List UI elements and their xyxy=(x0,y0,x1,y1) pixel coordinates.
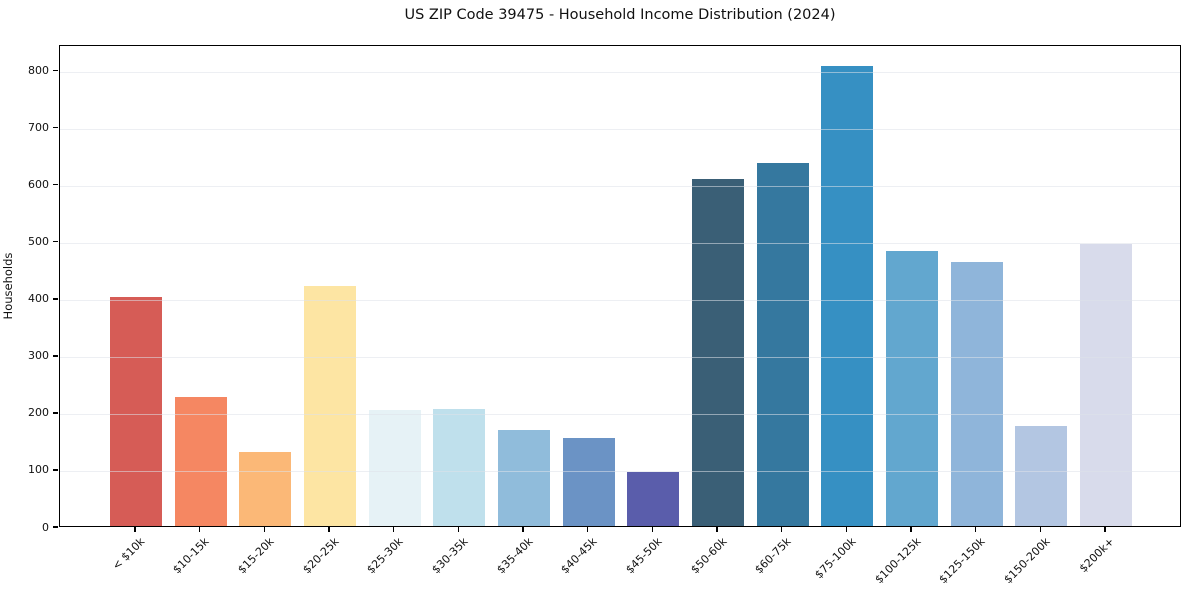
y-tick-label: 100 xyxy=(28,463,49,477)
bar-100-125k xyxy=(886,250,938,526)
bar-35-40k xyxy=(498,430,550,526)
y-tick-label: 700 xyxy=(28,121,49,135)
gridline-y200 xyxy=(60,413,1180,416)
x-tick-mark xyxy=(198,527,201,532)
gridline-y500 xyxy=(60,242,1180,245)
y-tick-mark xyxy=(53,184,58,186)
x-tick-mark xyxy=(1039,527,1042,532)
y-tick-mark xyxy=(53,412,58,414)
bar-150-200k xyxy=(1015,426,1068,526)
y-tick-mark xyxy=(53,526,58,528)
bar-75-100k xyxy=(821,66,874,526)
gridline-y100 xyxy=(60,470,1180,473)
y-tick-label: 500 xyxy=(28,235,49,249)
x-tick-mark xyxy=(845,527,848,532)
bar-40-45k xyxy=(562,438,615,526)
bar-125-150k xyxy=(950,262,1003,526)
x-tick-label: < $10k xyxy=(109,535,148,573)
x-tick-mark xyxy=(457,527,460,532)
x-tick-label: $15-20k xyxy=(235,535,277,577)
x-tick-mark xyxy=(1104,527,1106,532)
x-tick-label: $25-30k xyxy=(364,535,406,577)
chart-title: US ZIP Code 39475 - Household Income Dis… xyxy=(404,7,836,23)
x-tick-label: $40-45k xyxy=(558,535,600,577)
x-tick-label: $45-50k xyxy=(623,535,665,577)
y-tick-mark xyxy=(53,241,58,243)
bar-30-35k xyxy=(433,409,486,526)
y-tick-label: 0 xyxy=(42,520,49,534)
x-tick-mark xyxy=(522,527,524,532)
bar-15-20k xyxy=(239,452,292,526)
y-tick-label: 400 xyxy=(28,292,49,306)
y-tick-mark xyxy=(53,69,58,72)
x-tick-label: $50-60k xyxy=(687,535,730,577)
y-tick-label: 800 xyxy=(28,64,49,78)
x-tick-mark xyxy=(392,527,395,532)
x-tick-label: $10-15k xyxy=(170,535,212,577)
y-tick-label: 600 xyxy=(28,178,49,192)
x-tick-mark xyxy=(651,527,654,532)
y-tick-label: 200 xyxy=(28,406,49,420)
gridline-y400 xyxy=(60,299,1180,302)
x-tick-label: $75-100k xyxy=(812,535,859,582)
x-tick-label: $100-125k xyxy=(872,535,924,587)
bar-60-75k xyxy=(756,162,809,526)
y-tick-mark xyxy=(53,127,58,129)
x-tick-mark xyxy=(910,527,912,532)
x-tick-mark xyxy=(780,527,783,532)
x-tick-mark xyxy=(974,527,977,532)
bar-45-50k xyxy=(627,471,680,526)
x-tick-mark xyxy=(716,527,718,532)
bar-10-15k xyxy=(174,396,227,526)
bar-20-25k xyxy=(304,286,356,526)
x-tick-label: $200k+ xyxy=(1077,535,1118,576)
bar-50-60k xyxy=(692,179,744,526)
plot-area xyxy=(59,45,1181,527)
x-tick-mark xyxy=(328,527,330,532)
x-tick-mark xyxy=(263,527,266,532)
y-tick-mark xyxy=(53,355,58,357)
x-tick-label: $125-150k xyxy=(936,535,988,587)
x-tick-mark xyxy=(586,527,589,532)
bar-200k xyxy=(1080,244,1132,526)
x-tick-mark xyxy=(134,527,136,532)
y-axis-label: Households xyxy=(1,252,15,320)
y-tick-mark xyxy=(53,469,58,471)
y-tick-mark xyxy=(53,298,58,300)
x-tick-label: $150-200k xyxy=(1001,535,1053,587)
bar-10k xyxy=(110,297,162,526)
x-tick-label: $60-75k xyxy=(752,535,794,577)
x-tick-label: $30-35k xyxy=(429,535,471,577)
gridline-y800 xyxy=(60,71,1180,74)
gridline-y600 xyxy=(60,185,1180,188)
gridline-y300 xyxy=(60,356,1180,359)
x-tick-label: $35-40k xyxy=(493,535,536,577)
gridline-y700 xyxy=(60,128,1180,131)
y-tick-label: 300 xyxy=(28,349,49,363)
x-tick-label: $20-25k xyxy=(299,535,342,577)
bar-25-30k xyxy=(368,410,421,526)
